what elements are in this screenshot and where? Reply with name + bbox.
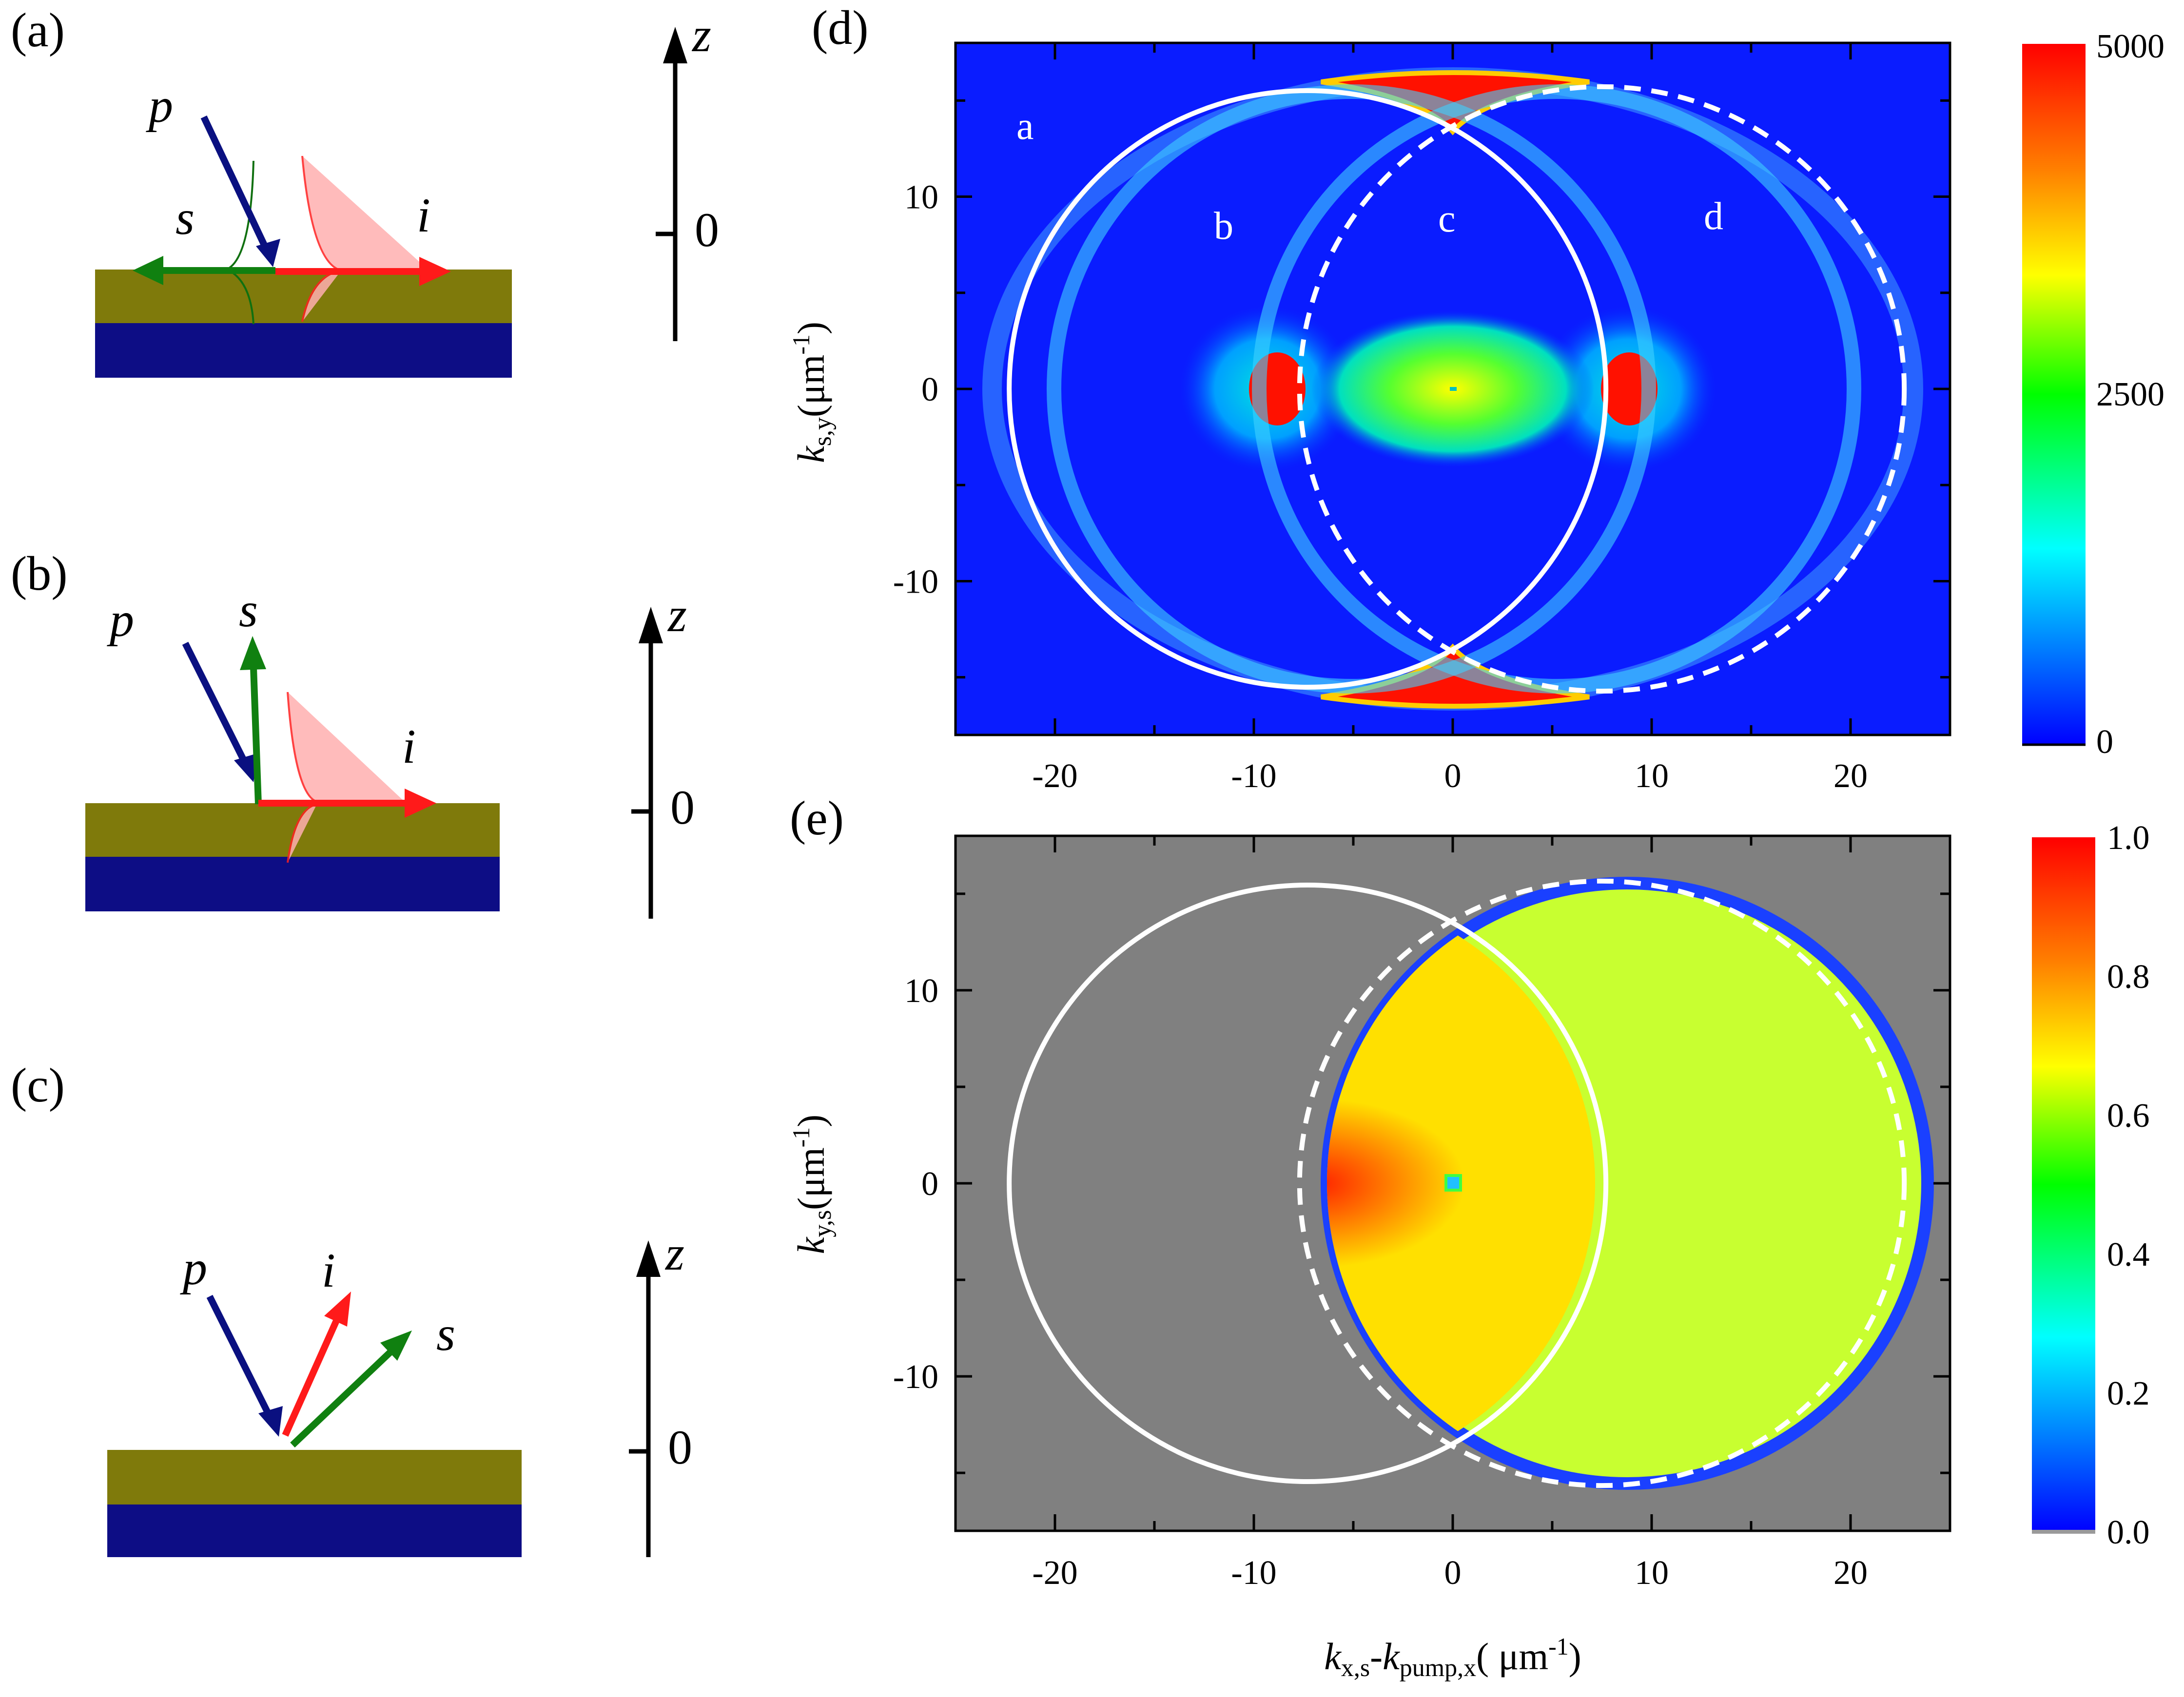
region-a-label: a [1016, 105, 1034, 148]
idler-label: i [417, 188, 430, 242]
overlap-region [1327, 891, 1595, 1476]
colorbar-d-tick-max: 5000 [2096, 28, 2164, 65]
overlay-circle-solid [1007, 88, 1609, 690]
x-tick-label: -20 [1032, 757, 1077, 795]
z-zero-label: 0 [695, 203, 719, 257]
z-axis-arrowhead [639, 607, 663, 643]
x-tick-label: -20 [1032, 1554, 1077, 1592]
film-layer [107, 1450, 522, 1504]
panel-c: (c) p i s z 0 [11, 1058, 692, 1557]
x-tick-label: 20 [1833, 757, 1868, 795]
origin-marker [1450, 387, 1457, 391]
y-tick-label: 10 [904, 179, 938, 216]
signal-beam-arrow [290, 1350, 392, 1448]
y-axis-label-d: ks,y(μm-1) [787, 322, 837, 463]
pump-beam-arrow [206, 1294, 276, 1425]
overlay-circle-dashed [1297, 84, 1907, 694]
x-tick-label: 10 [1635, 757, 1669, 795]
x-tick-label: 0 [1444, 1554, 1462, 1592]
substrate-layer [85, 855, 500, 911]
panel-a: (a) p s i z 0 [11, 3, 719, 378]
signal-label: s [176, 191, 195, 245]
panel-a-label: (a) [11, 3, 65, 57]
substrate-layer [95, 322, 512, 378]
colorbar-e-tick: 0.6 [2107, 1097, 2150, 1135]
panel-d-label: (d) [812, 0, 869, 55]
panel-e-label: (e) [790, 791, 844, 845]
colorbar-e-tick: 0.2 [2107, 1375, 2150, 1412]
x-tick-label: -10 [1231, 757, 1276, 795]
idler-arrowhead [405, 789, 436, 818]
idler-beam-arrow [282, 1319, 340, 1437]
signal-arrowhead [133, 256, 163, 285]
colorbar-e-tick: 0.4 [2107, 1236, 2150, 1273]
region-c-label: c [1438, 197, 1456, 240]
y-tick-label: 10 [904, 972, 938, 1010]
pump-arrowhead [234, 753, 258, 782]
panel-e: (e) -20 -10 0 10 20 -10 0 10 ky,s(μm-1) kx,s-kp… [787, 791, 2150, 1682]
z-axis-label: z [691, 8, 711, 62]
idler-arrowhead [324, 1292, 351, 1327]
heatmap-e-marks: -20 -10 0 10 20 -10 0 10 [893, 834, 1951, 1592]
z-zero-label: 0 [670, 780, 695, 834]
pump-label: p [146, 78, 173, 133]
hot-region [1327, 1066, 1604, 1300]
idler-arrowhead [419, 257, 451, 286]
pump-label: p [107, 593, 134, 647]
colorbar-d-tick-mid: 2500 [2096, 376, 2164, 413]
y-axis-label-e: ky,s(μm-1) [787, 1115, 837, 1254]
panel-b: (b) p s i z 0 [11, 546, 695, 919]
colorbar-e-tick: 0.0 [2107, 1514, 2150, 1551]
colorbar-e [2032, 837, 2095, 1532]
colorbar-e-tick: 1.0 [2107, 819, 2150, 857]
y-tick-label: 0 [921, 1165, 938, 1203]
origin-marker [1444, 1174, 1462, 1192]
x-tick-label: 20 [1833, 1554, 1868, 1592]
idler-label: i [402, 719, 416, 773]
idler-label: i [322, 1243, 335, 1297]
x-tick-label: 0 [1444, 757, 1462, 795]
x-tick-label: 10 [1635, 1554, 1669, 1592]
pump-label: p [180, 1241, 207, 1295]
pump-beam-arrow [182, 641, 252, 772]
z-axis-label: z [667, 588, 687, 642]
colorbar-d-tick-min: 0 [2096, 723, 2113, 761]
z-axis-label: z [664, 1226, 684, 1280]
z-zero-label: 0 [668, 1420, 692, 1474]
region-b-label: b [1214, 205, 1233, 248]
x-axis-label-e: kx,s-kpump,x( μm-1) [1324, 1633, 1581, 1682]
x-tick-label: -10 [1231, 1554, 1276, 1592]
overlay-circle-solid [1007, 883, 1609, 1484]
colorbar-e-tick: 0.8 [2107, 958, 2150, 996]
pump-beam-arrow [200, 116, 274, 260]
y-tick-label: -10 [893, 563, 938, 600]
substrate-layer [107, 1504, 522, 1557]
y-tick-label: 0 [921, 371, 938, 408]
pump-arrowhead [258, 1406, 283, 1437]
signal-label: s [239, 583, 258, 637]
panel-c-label: (c) [11, 1058, 65, 1112]
y-tick-label: -10 [893, 1358, 938, 1396]
panel-d: (d) -20 -10 0 10 20 -10 0 10 a b c d ks,y(μm-1)… [787, 0, 2164, 795]
colorbar-e-ticks: 1.0 0.8 0.6 0.4 0.2 0.0 [2107, 819, 2150, 1551]
z-axis-arrowhead [636, 1240, 661, 1277]
z-axis-arrowhead [663, 27, 687, 63]
heatmap-d-marks: -20 -10 0 10 20 -10 0 10 [893, 41, 1951, 795]
overlay-circle-dashed [1297, 878, 1907, 1488]
region-d-label: d [1704, 195, 1723, 238]
signal-beam-arrow [250, 667, 262, 805]
colorbar-d [2022, 44, 2086, 745]
pump-arrowhead [256, 239, 280, 267]
signal-label: s [436, 1307, 455, 1361]
panel-b-label: (b) [11, 546, 68, 600]
signal-arrowhead [380, 1331, 412, 1361]
signal-arrowhead [240, 636, 266, 670]
